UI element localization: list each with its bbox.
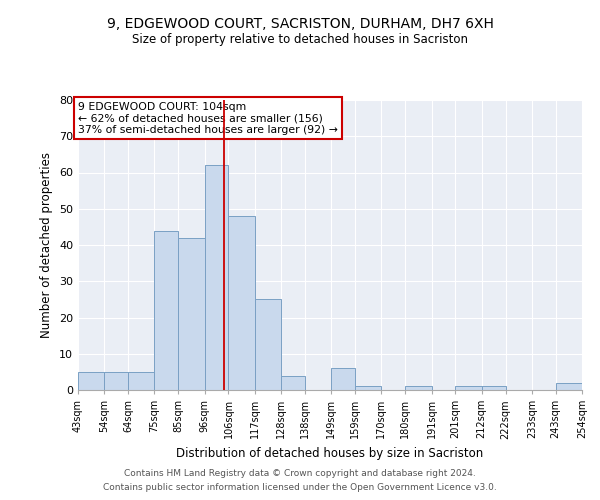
Text: 9, EDGEWOOD COURT, SACRISTON, DURHAM, DH7 6XH: 9, EDGEWOOD COURT, SACRISTON, DURHAM, DH… bbox=[107, 18, 493, 32]
Bar bbox=[455, 386, 482, 390]
Bar bbox=[205, 165, 229, 390]
Text: 9 EDGEWOOD COURT: 104sqm
← 62% of detached houses are smaller (156)
37% of semi-: 9 EDGEWOOD COURT: 104sqm ← 62% of detach… bbox=[78, 102, 338, 135]
Bar bbox=[355, 386, 382, 390]
X-axis label: Distribution of detached houses by size in Sacriston: Distribution of detached houses by size … bbox=[176, 447, 484, 460]
Bar bbox=[154, 230, 178, 390]
Bar bbox=[281, 376, 305, 390]
Bar bbox=[229, 216, 255, 390]
Bar bbox=[78, 372, 104, 390]
Bar bbox=[482, 386, 506, 390]
Y-axis label: Number of detached properties: Number of detached properties bbox=[40, 152, 53, 338]
Text: Contains HM Land Registry data © Crown copyright and database right 2024.: Contains HM Land Registry data © Crown c… bbox=[124, 468, 476, 477]
Bar bbox=[178, 238, 205, 390]
Bar bbox=[255, 300, 281, 390]
Text: Contains public sector information licensed under the Open Government Licence v3: Contains public sector information licen… bbox=[103, 484, 497, 492]
Bar bbox=[405, 386, 431, 390]
Bar bbox=[331, 368, 355, 390]
Bar bbox=[556, 383, 582, 390]
Text: Size of property relative to detached houses in Sacriston: Size of property relative to detached ho… bbox=[132, 32, 468, 46]
Bar bbox=[128, 372, 154, 390]
Bar bbox=[104, 372, 128, 390]
